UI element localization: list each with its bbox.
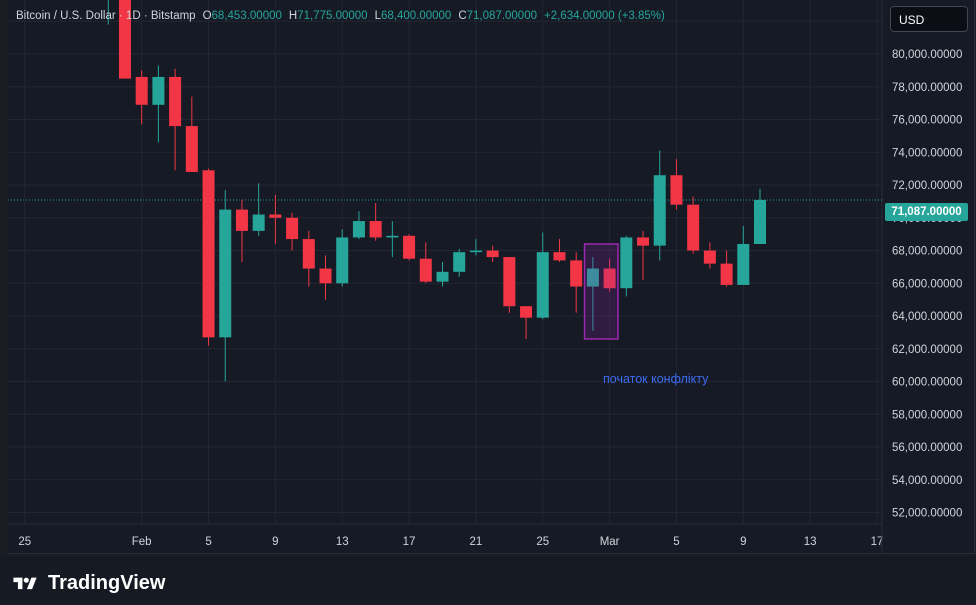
- candle-up[interactable]: [436, 271, 449, 282]
- candle-down[interactable]: [302, 239, 315, 269]
- y-tick-label: 68,000.00000: [892, 246, 962, 258]
- currency-button[interactable]: USD: [890, 6, 968, 32]
- high-label: H: [288, 10, 298, 22]
- candle-down[interactable]: [135, 76, 148, 105]
- x-tick-label: 9: [740, 536, 746, 548]
- candle-down[interactable]: [202, 170, 215, 338]
- x-tick-label: 21: [470, 536, 483, 548]
- candles-group: [107, 0, 767, 382]
- chart-panel[interactable]: 82,000.0000080,000.0000078,000.0000076,0…: [8, 0, 975, 554]
- x-tick-label: 13: [804, 536, 817, 548]
- candle-up[interactable]: [219, 209, 232, 338]
- y-tick-label: 80,000.00000: [892, 49, 962, 61]
- x-tick-label: 17: [403, 536, 416, 548]
- candle-up[interactable]: [352, 221, 365, 238]
- candle-down[interactable]: [570, 260, 583, 287]
- y-tick-label: 58,000.00000: [892, 409, 962, 421]
- candle-up[interactable]: [252, 214, 265, 231]
- annotation-text[interactable]: початок конфлікту: [603, 372, 709, 386]
- low-value: 68,400.00000: [380, 10, 452, 22]
- candle-up[interactable]: [754, 199, 767, 244]
- candle-down[interactable]: [603, 268, 616, 289]
- candle-down[interactable]: [486, 250, 499, 258]
- candle-up[interactable]: [152, 76, 165, 105]
- candle-up[interactable]: [653, 175, 666, 246]
- candle-up[interactable]: [620, 237, 633, 289]
- candle-up[interactable]: [536, 252, 549, 318]
- candle-up[interactable]: [737, 243, 750, 285]
- candle-up[interactable]: [336, 237, 349, 284]
- candle-up[interactable]: [453, 252, 466, 272]
- y-tick-label: 64,000.00000: [892, 311, 962, 323]
- candle-up[interactable]: [469, 250, 482, 253]
- candle-down[interactable]: [235, 209, 248, 231]
- x-tick-label: 13: [336, 536, 349, 548]
- tradingview-wordmark: TradingView: [48, 572, 166, 594]
- y-tick-label: 62,000.00000: [892, 344, 962, 356]
- y-tick-label: 52,000.00000: [892, 508, 962, 520]
- candle-down[interactable]: [403, 235, 416, 259]
- candle-down[interactable]: [670, 175, 683, 205]
- candle-up[interactable]: [386, 235, 399, 238]
- symbol-title[interactable]: Bitcoin / U.S. Dollar · 1D · Bitstamp: [16, 10, 196, 22]
- candle-down[interactable]: [369, 221, 382, 238]
- annotation-box: [583, 243, 619, 340]
- tradingview-logo[interactable]: TradingView: [10, 572, 165, 595]
- y-tick-label: 56,000.00000: [892, 442, 962, 454]
- y-tick-label: 76,000.00000: [892, 115, 962, 127]
- y-tick-label: 54,000.00000: [892, 475, 962, 487]
- y-tick-label: 74,000.00000: [892, 147, 962, 159]
- ohlc-legend: Bitcoin / U.S. Dollar · 1D · Bitstamp O68…: [16, 10, 665, 22]
- candle-down[interactable]: [503, 257, 516, 307]
- candle-up[interactable]: [586, 268, 599, 287]
- candle-down[interactable]: [319, 268, 332, 284]
- x-tick-label: Feb: [132, 536, 152, 548]
- candle-down[interactable]: [703, 250, 716, 264]
- footer-bar: TradingView: [0, 556, 976, 605]
- x-tick-label: 9: [272, 536, 278, 548]
- x-tick-label: 25: [18, 536, 31, 548]
- x-tick-label: 25: [536, 536, 549, 548]
- x-tick-label: Mar: [600, 536, 620, 548]
- y-tick-label: 66,000.00000: [892, 278, 962, 290]
- x-tick-label: 17: [871, 536, 884, 548]
- candle-down[interactable]: [419, 258, 432, 282]
- low-label: L: [374, 10, 381, 22]
- tradingview-logo-icon: [13, 577, 37, 589]
- x-tick-label: 5: [205, 536, 211, 548]
- x-tick-label: 5: [673, 536, 679, 548]
- candle-down[interactable]: [185, 126, 198, 172]
- close-label: C: [458, 10, 467, 22]
- candle-down[interactable]: [169, 76, 182, 127]
- candle-down[interactable]: [720, 263, 733, 285]
- open-label: O: [202, 10, 212, 22]
- candle-down[interactable]: [687, 204, 700, 251]
- change-value: +2,634.00000 (+3.85%): [544, 10, 665, 22]
- candlestick-chart[interactable]: 82,000.0000080,000.0000078,000.0000076,0…: [8, 0, 974, 553]
- candle-down[interactable]: [286, 217, 299, 240]
- candle-down[interactable]: [637, 237, 650, 246]
- candle-down[interactable]: [269, 214, 282, 218]
- y-tick-label: 60,000.00000: [892, 377, 962, 389]
- y-tick-label: 72,000.00000: [892, 180, 962, 192]
- open-value: 68,453.00000: [211, 10, 282, 22]
- y-tick-label: 78,000.00000: [892, 82, 962, 94]
- candle-down[interactable]: [520, 306, 533, 318]
- high-value: 71,775.00000: [297, 10, 368, 22]
- candle-down[interactable]: [553, 252, 566, 261]
- current-price-label: 71,087.00000: [885, 203, 968, 221]
- candle-down[interactable]: [118, 0, 131, 79]
- close-value: 71,087.00000: [466, 10, 537, 22]
